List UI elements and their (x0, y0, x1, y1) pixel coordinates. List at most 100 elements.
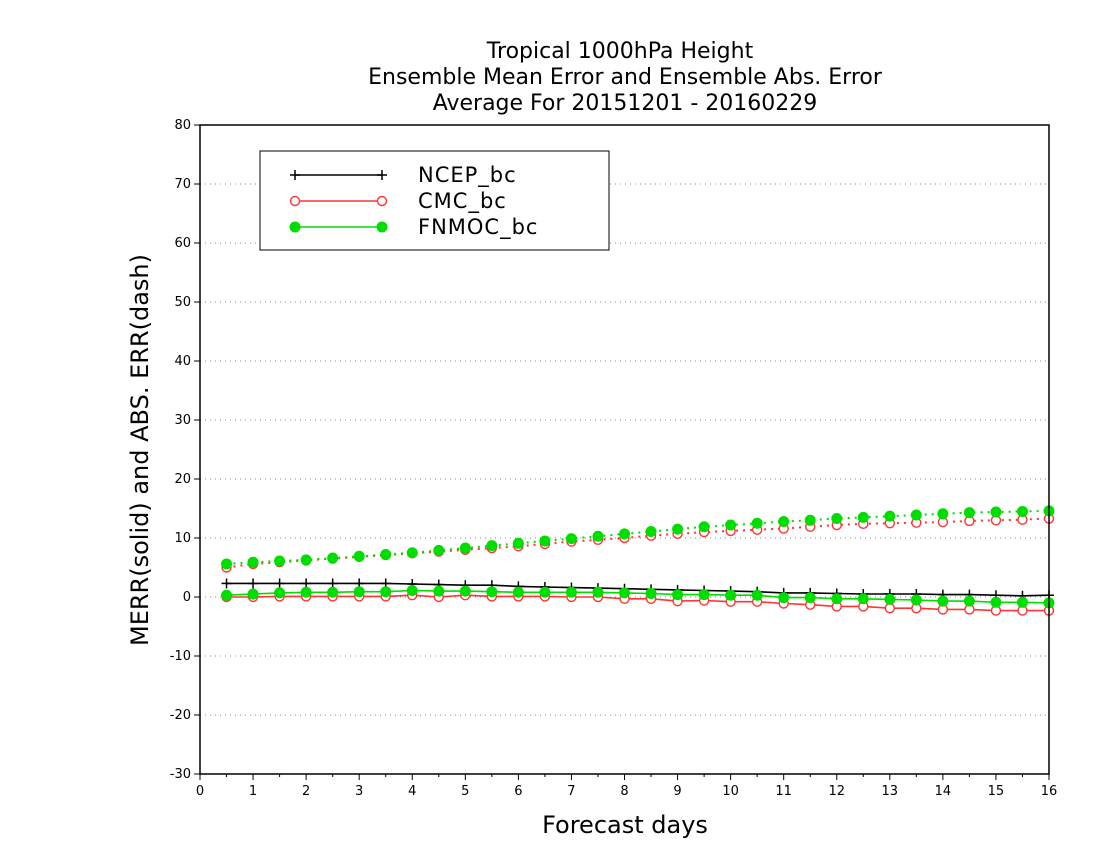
gridlines (200, 183, 1049, 716)
data-point-fnmoc-bc-solid (1016, 596, 1028, 608)
data-point-fnmoc-bc-dash (963, 507, 975, 519)
data-point-fnmoc-bc-solid (274, 587, 286, 599)
title-line-2: Ensemble Mean Error and Ensemble Abs. Er… (368, 65, 883, 90)
title-line-1: Tropical 1000hPa Height (486, 39, 754, 64)
x-tick-label: 3 (355, 784, 363, 799)
data-point-fnmoc-bc-solid (327, 586, 339, 598)
x-tick-label: 0 (196, 784, 204, 799)
series-line-cmc-bc-solid (226, 594, 1049, 612)
x-tick-label: 4 (408, 784, 416, 799)
series-line-fnmoc-bc-dash (226, 509, 1050, 565)
data-point-fnmoc-bc-solid (725, 589, 737, 601)
data-point-fnmoc-bc-solid (804, 592, 816, 604)
y-tick-label: 80 (174, 118, 191, 133)
x-tick-label: 8 (620, 784, 628, 799)
data-point-fnmoc-bc-solid (221, 589, 233, 601)
y-tick-label: 60 (174, 236, 191, 251)
x-tick-label: 16 (1041, 784, 1058, 799)
legend-marker (376, 195, 388, 207)
y-tick-label: 70 (174, 177, 191, 192)
data-point-fnmoc-bc-dash (433, 544, 445, 556)
x-axis-label: Forecast days (542, 811, 708, 839)
y-tick-label: 50 (174, 295, 191, 310)
data-point-fnmoc-bc-dash (380, 549, 392, 561)
data-point-fnmoc-bc-solid (406, 585, 418, 597)
data-point-fnmoc-bc-solid (884, 593, 896, 605)
data-point-fnmoc-bc-solid (539, 586, 551, 598)
y-tick-label: -20 (170, 708, 191, 723)
data-point-fnmoc-bc-dash (221, 558, 233, 570)
x-tick-label: 6 (514, 784, 522, 799)
x-tick-label: 13 (882, 784, 899, 799)
data-point-ncep-bc-solid (274, 578, 285, 589)
data-point-fnmoc-bc-dash (539, 535, 551, 547)
data-point-fnmoc-bc-solid (910, 594, 922, 606)
data-point-fnmoc-bc-solid (353, 586, 365, 598)
data-point-ncep-bc-solid (301, 578, 312, 589)
data-point-cmc-bc-solid (884, 603, 896, 614)
series-ncep-bc (221, 578, 1054, 601)
data-point-fnmoc-bc-solid (751, 589, 763, 601)
legend-item-fnmoc-bc: FNMOC_bc (289, 215, 538, 240)
x-tick-label: 5 (461, 784, 469, 799)
data-point-fnmoc-bc-dash (1016, 505, 1028, 517)
legend-label: NCEP_bc (418, 163, 517, 188)
legend-marker (377, 170, 387, 180)
data-point-fnmoc-bc-dash (937, 508, 949, 520)
data-point-fnmoc-bc-solid (486, 586, 498, 598)
data-point-fnmoc-bc-dash (300, 554, 312, 566)
data-point-fnmoc-bc-dash (353, 550, 365, 562)
chart-title: Tropical 1000hPa Height Ensemble Mean Er… (368, 39, 883, 116)
series-layer (221, 505, 1055, 616)
title-line-3: Average For 20151201 - 20160229 (433, 91, 818, 116)
data-point-fnmoc-bc-solid (459, 585, 471, 597)
data-point-fnmoc-bc-solid (300, 586, 312, 598)
y-tick-label: 10 (174, 531, 191, 546)
y-axis-ticks: -30 -20 -10 0 10 20 30 40 50 60 70 80 (170, 118, 200, 782)
data-point-fnmoc-bc-dash (990, 506, 1002, 518)
data-point-fnmoc-bc-solid (433, 585, 445, 597)
data-point-fnmoc-bc-solid (857, 593, 869, 605)
data-point-fnmoc-bc-solid (937, 595, 949, 607)
data-point-fnmoc-bc-dash (459, 542, 471, 554)
x-tick-label: 15 (988, 784, 1005, 799)
data-point-fnmoc-bc-solid (247, 588, 259, 600)
x-tick-label: 12 (828, 784, 845, 799)
data-point-fnmoc-bc-dash (672, 523, 684, 535)
data-point-fnmoc-bc-dash (274, 555, 286, 567)
x-tick-label: 2 (302, 784, 310, 799)
data-point-fnmoc-bc-dash (619, 528, 630, 540)
y-tick-label: -30 (170, 767, 191, 782)
data-point-fnmoc-bc-solid (645, 587, 657, 599)
y-axis-label: MERR(solid) and ABS. ERR(dash) (126, 254, 154, 646)
data-point-fnmoc-bc-dash (592, 530, 604, 542)
legend-marker (289, 221, 301, 233)
data-point-fnmoc-bc-dash (831, 513, 843, 525)
data-point-fnmoc-bc-dash (406, 547, 418, 559)
x-tick-label: 7 (567, 784, 575, 799)
data-point-ncep-bc-solid (248, 578, 259, 589)
series-fnmoc-bc (221, 505, 1055, 609)
data-point-fnmoc-bc-dash (857, 511, 869, 523)
data-point-fnmoc-bc-solid (565, 586, 577, 598)
legend-marker (289, 195, 301, 207)
y-tick-label: 40 (174, 354, 191, 369)
data-point-fnmoc-bc-dash (645, 526, 657, 538)
series-line-cmc-bc-dash (226, 517, 1050, 569)
data-point-fnmoc-bc-dash (247, 556, 259, 568)
data-point-fnmoc-bc-dash (910, 509, 922, 521)
legend-label: FNMOC_bc (418, 215, 538, 240)
legend-marker (290, 170, 300, 180)
data-point-fnmoc-bc-solid (698, 589, 710, 601)
data-point-fnmoc-bc-dash (486, 540, 498, 552)
x-tick-label: 10 (722, 784, 739, 799)
data-point-fnmoc-bc-dash (778, 515, 790, 527)
data-point-fnmoc-bc-solid (380, 586, 392, 598)
data-point-ncep-bc-solid (221, 578, 232, 589)
legend-label: CMC_bc (418, 189, 507, 214)
data-point-fnmoc-bc-dash (565, 533, 577, 545)
data-point-fnmoc-bc-solid (963, 595, 975, 607)
y-tick-label: 0 (183, 590, 191, 605)
data-point-ncep-bc-solid (327, 578, 338, 589)
